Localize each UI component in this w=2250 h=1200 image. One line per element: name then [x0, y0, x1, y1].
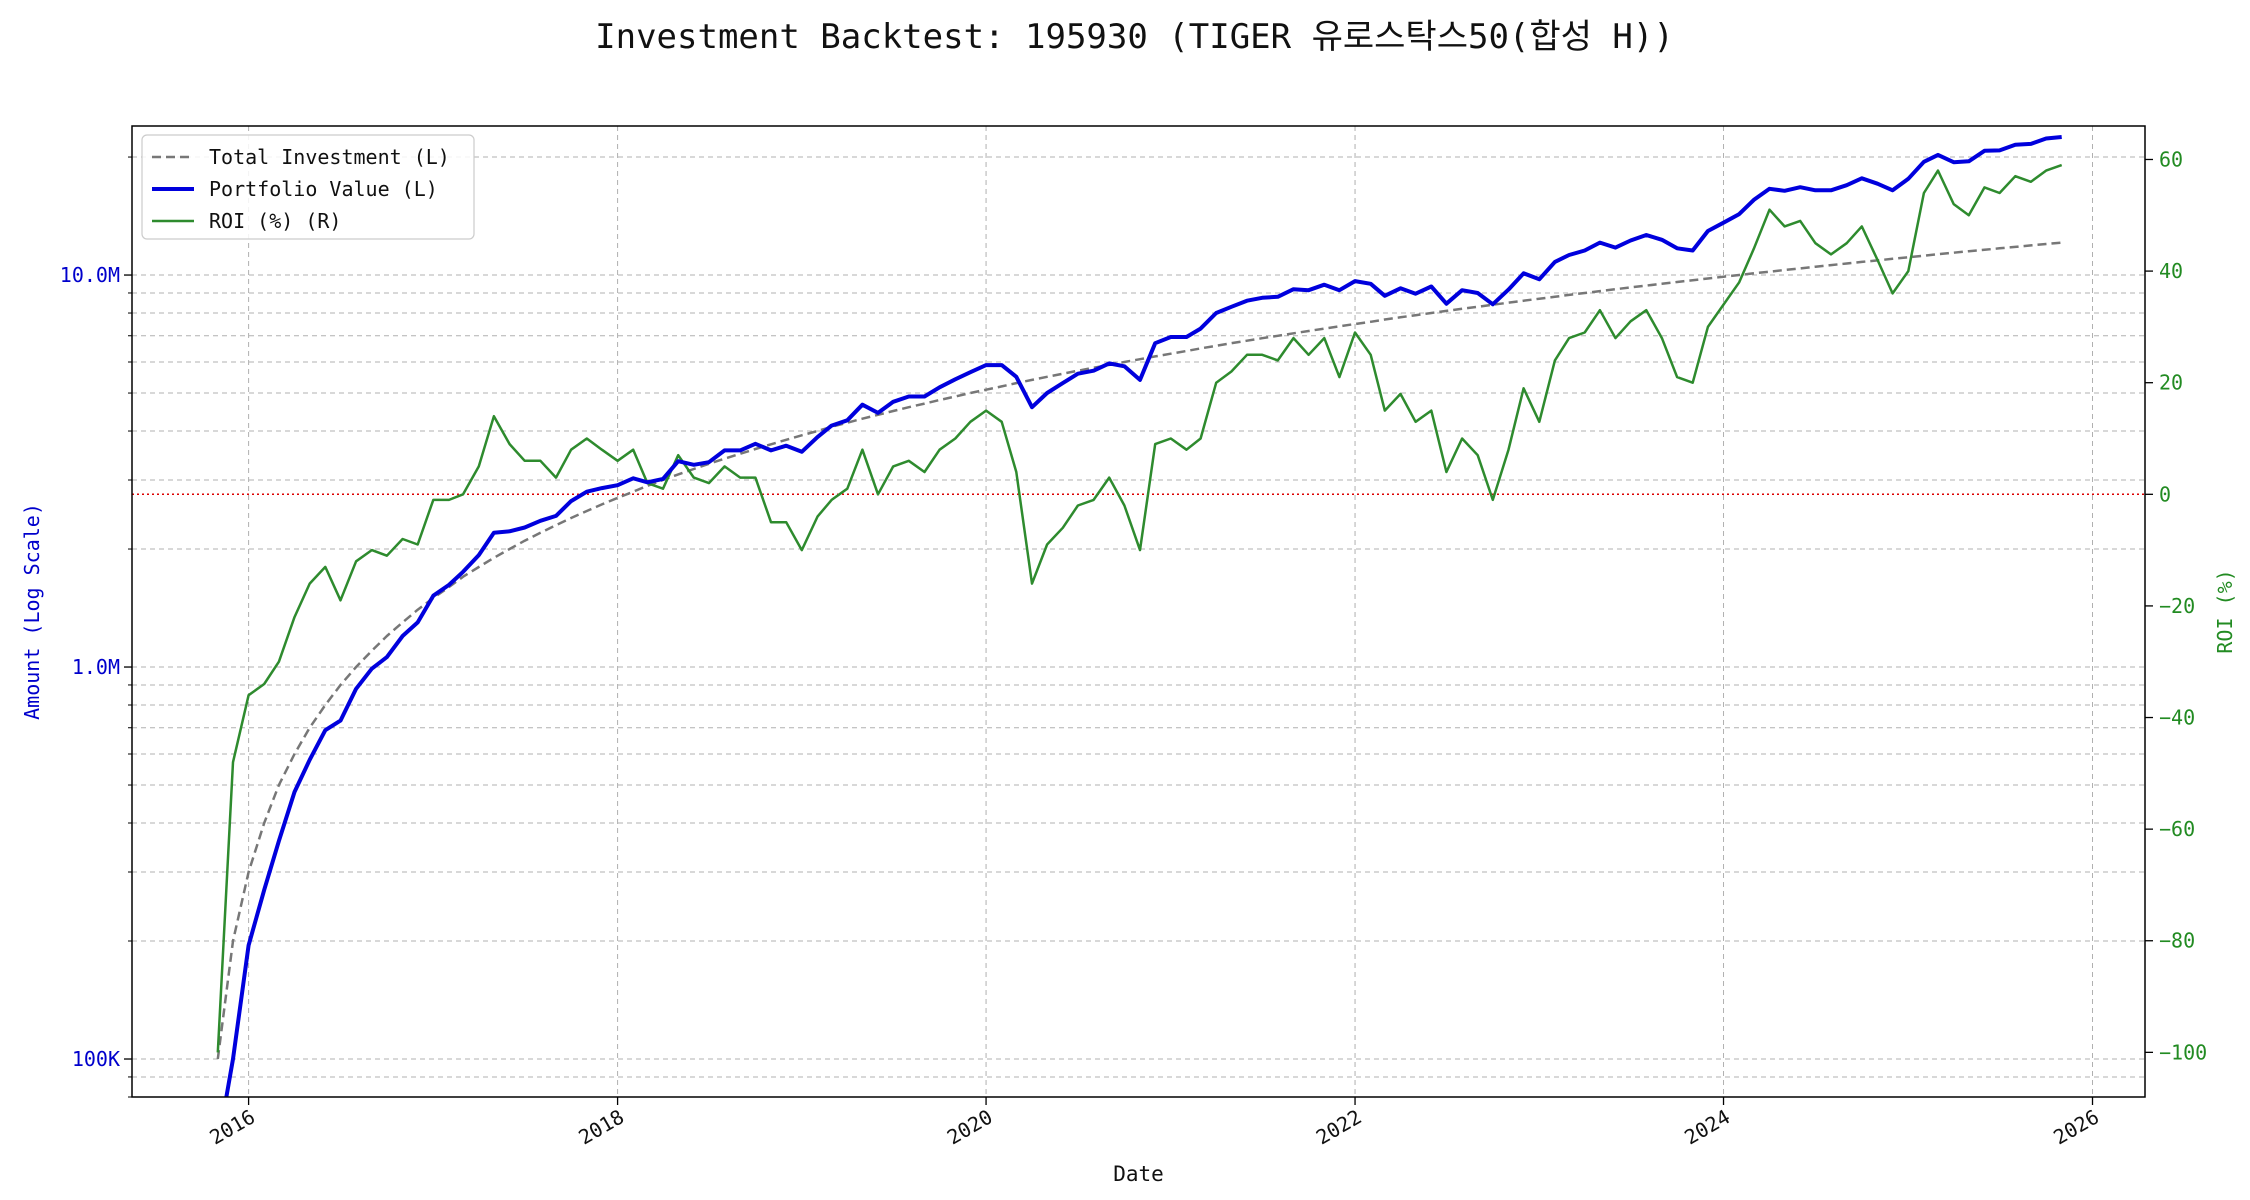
legend: Total Investment (L) Portfolio Value (L) R… — [141, 134, 475, 240]
right-tick-label: −100 — [2159, 1040, 2207, 1064]
grid — [132, 126, 2145, 1098]
roi-line — [216, 163, 2063, 1053]
right-tick-label: −60 — [2159, 817, 2195, 841]
x-tick-label: 2022 — [1312, 1105, 1366, 1150]
right-tick-label: −80 — [2159, 929, 2195, 953]
right-tick-label: 40 — [2159, 259, 2183, 283]
total-investment-line — [216, 241, 2062, 1060]
legend-label: ROI (%) (R) — [209, 209, 341, 233]
right-tick-label: 20 — [2159, 371, 2183, 395]
left-tick-label: 1.0M — [72, 655, 120, 679]
right-axis-label: ROI (%) — [2213, 569, 2237, 653]
left-tick-label: 10.0M — [60, 263, 120, 287]
right-tick-label: −20 — [2159, 594, 2195, 618]
x-tick-label: 2018 — [574, 1105, 628, 1150]
x-tick-label: 2016 — [205, 1105, 259, 1150]
legend-label: Portfolio Value (L) — [209, 177, 438, 201]
plot-frame — [131, 125, 2146, 1098]
left-tick-label: 100K — [72, 1047, 120, 1071]
left-axis-label: Amount (Log Scale) — [20, 503, 44, 720]
legend-label: Total Investment (L) — [209, 145, 450, 169]
right-tick-label: 0 — [2159, 482, 2171, 506]
legend-box — [141, 134, 475, 240]
right-tick-label: −40 — [2159, 706, 2195, 730]
x-tick-label: 2020 — [943, 1105, 997, 1150]
x-tick-label: 2024 — [1680, 1105, 1734, 1150]
right-tick-label: 60 — [2159, 147, 2183, 171]
x-axis-label: Date — [1113, 1162, 1164, 1186]
axis-ticks: 100K 1.0M 10.0M −100 −80 −60 −40 −20 0 20 40 60 2016… — [60, 147, 2207, 1149]
chart-title: Investment Backtest: 195930 (TIGER 유로스탁스… — [595, 17, 1674, 57]
x-tick-label: 2026 — [2049, 1105, 2103, 1150]
series-lines — [216, 135, 2063, 1097]
portfolio-value-line — [224, 135, 2062, 1097]
